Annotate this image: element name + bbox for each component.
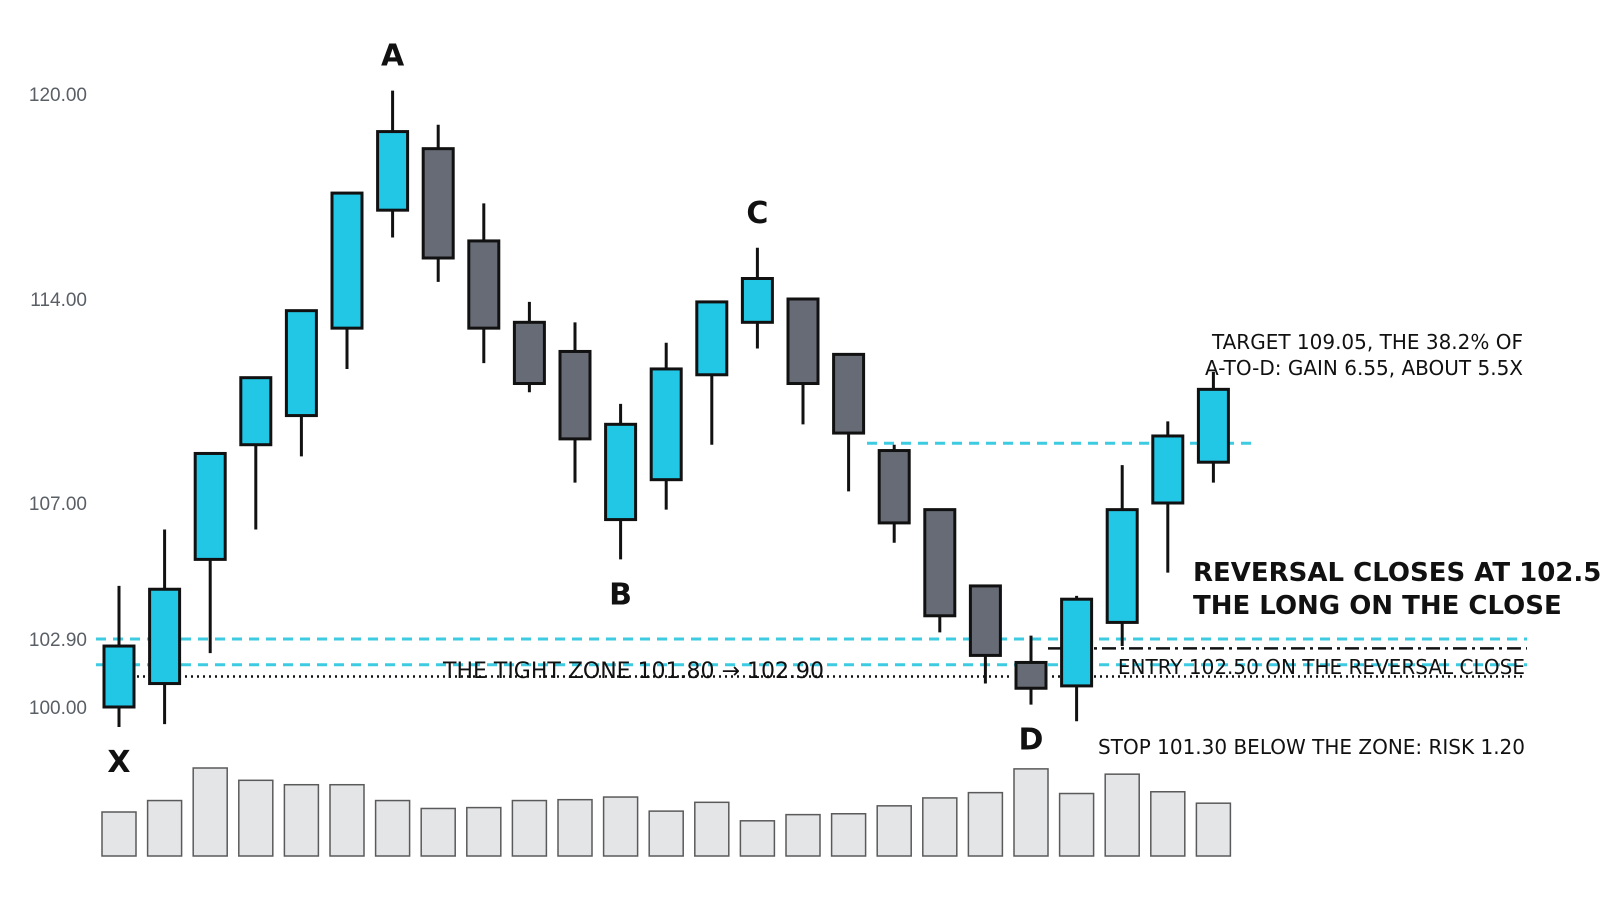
candle-body	[1014, 660, 1048, 690]
candle	[193, 451, 227, 654]
volume-bar	[830, 813, 867, 857]
candle-body	[284, 309, 318, 418]
candle	[604, 403, 638, 560]
entry-note: ENTRY 102.50 ON THE REVERSAL CLOSE	[1118, 655, 1525, 679]
reversal-note-line2: THE LONG ON THE CLOSE	[1193, 591, 1562, 621]
candle-body	[330, 191, 364, 330]
volume-bar	[238, 779, 274, 857]
volume-bar	[557, 798, 593, 857]
candle	[649, 342, 683, 510]
candle	[148, 529, 182, 725]
volume-bar	[466, 806, 502, 857]
candle	[1196, 371, 1230, 483]
y-tick-label: 120.00	[29, 85, 87, 106]
volume-bar	[1058, 792, 1095, 857]
volume-bar	[1195, 802, 1232, 857]
candle-body	[558, 349, 592, 441]
candle	[695, 300, 729, 445]
volume-bars	[101, 767, 1232, 857]
volume-bar	[876, 805, 912, 857]
volume-bar	[602, 796, 639, 857]
y-tick-label: 102.90	[29, 630, 87, 651]
candle	[330, 191, 364, 369]
volume-bar	[739, 820, 776, 857]
candle	[1151, 421, 1185, 573]
candle	[421, 124, 455, 282]
volume-bar	[1150, 791, 1186, 857]
candle-body	[604, 422, 638, 522]
candle	[284, 309, 318, 457]
volume-bar	[283, 783, 320, 857]
candle	[786, 297, 820, 425]
volume-bar	[1013, 768, 1049, 857]
candle-body	[1105, 508, 1139, 624]
pivot-labels: X A B C D	[107, 39, 1043, 780]
candle-body	[376, 130, 410, 212]
candle-body	[649, 367, 683, 482]
candle-body	[1151, 434, 1185, 505]
candlestick-series	[102, 90, 1230, 727]
target-note-line2: A-TO-D: GAIN 6.55, ABOUT 5.5X	[1205, 356, 1523, 380]
pivot-label-x: X	[107, 745, 130, 780]
candle	[558, 322, 592, 483]
pivot-label-c: C	[746, 196, 768, 231]
candle-body	[968, 584, 1002, 657]
candle-body	[1060, 597, 1094, 688]
candle	[467, 203, 501, 364]
annotations: TARGET 109.05, THE 38.2% OF A-TO-D: GAIN…	[442, 330, 1600, 759]
volume-bar	[420, 807, 456, 857]
candle	[102, 585, 136, 727]
y-tick-label: 100.00	[29, 698, 87, 719]
candle	[968, 584, 1002, 684]
volume-bar	[785, 813, 821, 857]
reversal-note-line1: REVERSAL CLOSES AT 102.50:	[1193, 558, 1600, 588]
candle-body	[467, 239, 501, 330]
candle-body	[148, 587, 182, 686]
candle	[1014, 635, 1048, 705]
candle-body	[695, 300, 729, 377]
candle	[832, 352, 866, 492]
pivot-label-d: D	[1019, 723, 1044, 758]
candle-body	[740, 277, 774, 324]
candle	[239, 376, 273, 530]
candle	[740, 247, 774, 349]
candle-body	[1196, 387, 1230, 464]
candle-body	[786, 297, 820, 386]
volume-bar	[192, 767, 228, 857]
candle	[512, 301, 546, 393]
volume-bar	[511, 799, 548, 857]
volume-bar	[694, 801, 730, 857]
target-note-line1: TARGET 109.05, THE 38.2% OF	[1211, 330, 1523, 354]
candle-body	[421, 147, 455, 260]
level-lines	[96, 441, 1527, 678]
y-axis: 100.00 102.90 107.00 114.00 120.00	[29, 85, 87, 719]
stop-note: STOP 101.30 BELOW THE ZONE: RISK 1.20	[1098, 735, 1525, 759]
volume-bar	[967, 791, 1004, 857]
candle-body	[877, 449, 911, 525]
candle-body	[193, 451, 227, 561]
candle-body	[923, 508, 957, 618]
volume-bar	[648, 810, 684, 857]
pivot-label-a: A	[381, 39, 405, 74]
candle	[877, 444, 911, 543]
candle-body	[512, 320, 546, 386]
volume-bar	[329, 783, 365, 857]
y-tick-label: 114.00	[30, 290, 87, 311]
candle-body	[832, 352, 866, 435]
volume-bar	[922, 797, 958, 857]
candle-body	[102, 644, 136, 709]
zone-note: THE TIGHT ZONE 101.80 → 102.90	[442, 659, 824, 684]
pivot-label-b: B	[609, 577, 632, 612]
y-tick-label: 107.00	[29, 494, 87, 515]
candle	[1060, 595, 1094, 722]
candle	[376, 90, 410, 238]
volume-bar	[101, 811, 137, 857]
candle	[923, 508, 957, 633]
candle-body	[239, 376, 273, 447]
candle	[1105, 465, 1139, 647]
volume-bar	[374, 799, 411, 857]
volume-bar	[1104, 773, 1140, 857]
volume-bar	[146, 799, 183, 857]
